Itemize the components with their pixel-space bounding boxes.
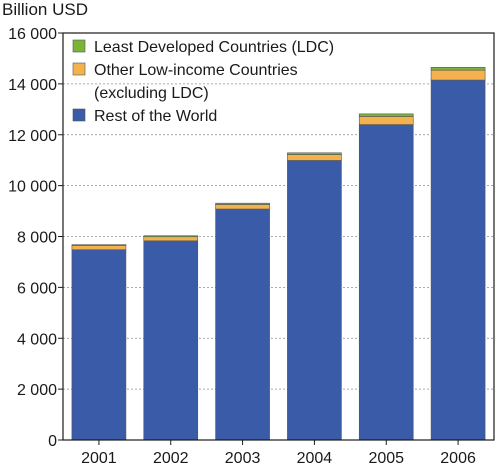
- legend-label: Other Low-income Countries: [94, 62, 298, 79]
- bar-segment: [358, 124, 414, 441]
- bar-segment: [430, 69, 486, 81]
- bar-segment: [143, 235, 199, 238]
- y-tick-label: 10 000: [8, 179, 57, 196]
- legend-swatch: [72, 62, 86, 76]
- y-tick-label: 6 000: [17, 280, 57, 297]
- legend-swatch: [72, 39, 86, 53]
- legend-label: (excluding LDC): [94, 85, 209, 102]
- x-tick-label: 2003: [225, 450, 261, 467]
- y-tick-label: 0: [48, 433, 57, 450]
- bar-segment: [287, 152, 342, 155]
- bar-segment: [358, 116, 414, 125]
- bar-segment: [215, 204, 270, 210]
- bar-segment: [215, 202, 270, 205]
- y-tick-label: 2 000: [17, 382, 57, 399]
- x-tick-label: 2002: [153, 450, 189, 467]
- x-tick-label: 2004: [297, 450, 333, 467]
- plot-frame: [62, 32, 495, 441]
- bar-segment: [287, 154, 342, 161]
- bar-segment: [287, 160, 342, 441]
- legend-label: Rest of the World: [94, 108, 217, 125]
- y-tick-label: 8 000: [17, 230, 57, 247]
- bar-segment: [71, 245, 127, 251]
- bar-segment: [71, 244, 127, 246]
- y-tick-label: 14 000: [8, 77, 57, 94]
- y-tick-label: 12 000: [8, 128, 57, 145]
- legend-swatch: [72, 108, 86, 122]
- y-tick-label: 4 000: [17, 331, 57, 348]
- bar-segment: [430, 79, 486, 441]
- bar-segment: [71, 249, 127, 441]
- x-tick-label: 2006: [440, 450, 476, 467]
- bar-segment: [430, 67, 486, 71]
- x-tick-label: 2005: [368, 450, 404, 467]
- legend-label: Least Developed Countries (LDC): [94, 39, 334, 56]
- y-axis-label: Billion USD: [2, 0, 88, 19]
- x-tick-label: 2001: [81, 450, 117, 467]
- bar-segment: [143, 236, 199, 242]
- bar-segment: [358, 113, 414, 117]
- bar-segment: [143, 240, 199, 441]
- bar-segment: [215, 208, 270, 441]
- y-tick-label: 16 000: [8, 26, 57, 43]
